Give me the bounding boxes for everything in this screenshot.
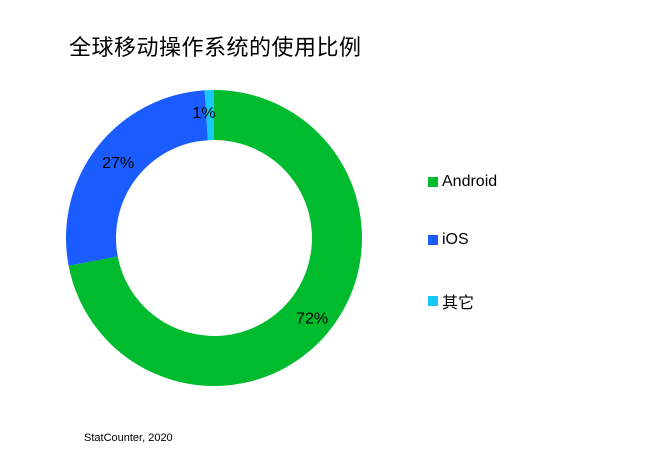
slice-label-other: 1% [193, 105, 216, 122]
legend-item-ios: iOS [428, 231, 469, 249]
legend-item-android: Android [428, 173, 497, 191]
slice-android [68, 90, 362, 386]
source-note: StatCounter, 2020 [84, 432, 173, 444]
chart-title: 全球移动操作系统的使用比例 [69, 36, 362, 61]
slice-label-ios: 27% [102, 155, 134, 172]
legend-label-android: Android [442, 173, 498, 190]
legend-label-ios: iOS [442, 231, 469, 248]
slice-other [204, 90, 214, 141]
legend-item-other: 其它 [428, 289, 474, 313]
legend-label-other: 其它 [442, 295, 475, 312]
slice-ios [66, 90, 208, 266]
legend-swatch-ios [428, 235, 438, 245]
legend-swatch-android [428, 177, 438, 187]
slice-label-android: 72% [296, 311, 328, 328]
legend-swatch-other [428, 296, 438, 306]
